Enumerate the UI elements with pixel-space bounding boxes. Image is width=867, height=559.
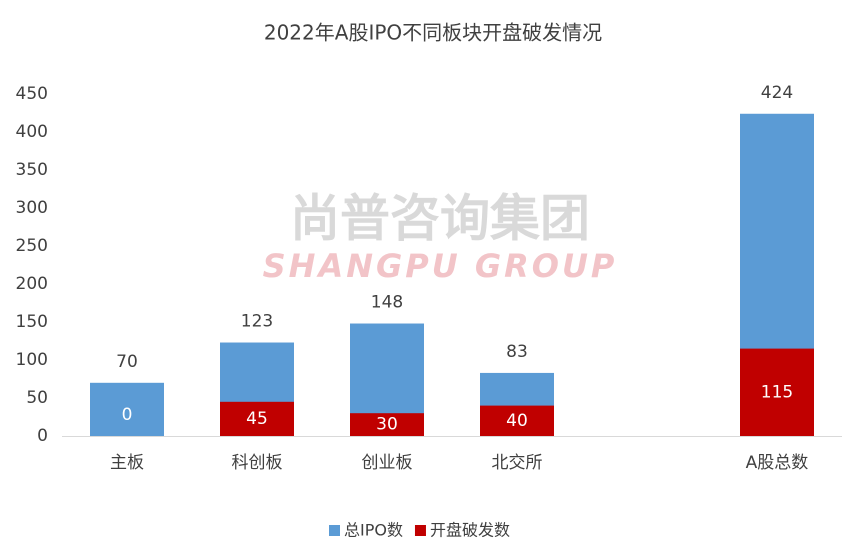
x-tick-label: 主板 [110,453,144,473]
value-label: 115 [761,382,793,402]
y-tick-label: 100 [16,350,48,370]
y-tick-label: 450 [16,84,48,104]
value-label: 40 [506,411,528,431]
bar [90,382,164,436]
y-tick-label: 150 [16,312,48,332]
value-label: 30 [376,415,398,435]
value-label: 83 [506,342,528,362]
bar [350,413,424,436]
value-label: 0 [122,405,133,425]
x-tick-label: A股总数 [746,453,809,473]
chart-title: 2022年A股IPO不同板块开盘破发情况 [264,21,602,45]
y-tick-label: 350 [16,160,48,180]
y-tick-label: 0 [37,426,48,446]
y-tick-label: 250 [16,236,48,256]
value-label: 45 [246,409,268,429]
watermark: SHANGPU GROUP [263,247,618,285]
y-tick-label: 200 [16,274,48,294]
x-tick-label: 科创板 [232,453,283,473]
value-label: 424 [761,83,793,103]
x-tick-label: 创业板 [362,453,413,473]
value-label: 148 [371,293,403,313]
value-label: 123 [241,312,273,332]
y-tick-label: 50 [26,388,48,408]
legend-swatch [414,525,426,536]
bar [740,348,814,436]
legend-label: 开盘破发数 [430,521,510,540]
value-label: 70 [116,352,138,372]
x-tick-label: 北交所 [492,453,543,473]
y-tick-label: 300 [16,198,48,218]
bar [480,405,554,436]
legend-swatch [329,525,340,536]
watermark: 尚普咨询集团 [290,190,590,248]
y-tick-label: 400 [16,122,48,142]
legend-label: 总IPO数 [344,521,403,540]
bar [220,401,294,436]
